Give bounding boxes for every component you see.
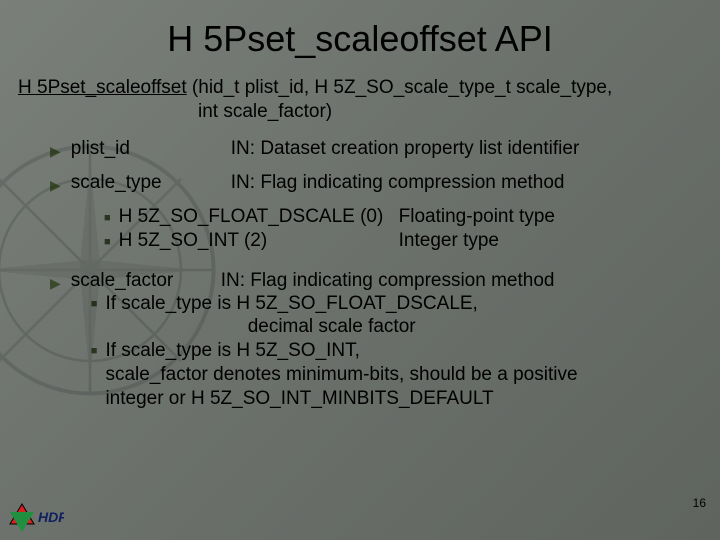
- param-row: ▶ scale_type IN: Flag indicating compres…: [50, 172, 680, 194]
- param-name: plist_id: [71, 138, 231, 160]
- param-name: scale_factor: [71, 270, 173, 291]
- sf-sub-line: If scale_type is H 5Z_SO_INT,: [105, 339, 577, 363]
- arrow-icon: ▶: [50, 177, 61, 194]
- arrow-icon: ▶: [50, 143, 61, 160]
- sf-sub-item: ■ If scale_type is H 5Z_SO_FLOAT_DSCALE,…: [91, 292, 680, 340]
- sf-sub-line: decimal scale factor: [105, 315, 477, 339]
- const-item: ■ H 5Z_SO_FLOAT_DSCALE (0) Floating-poin…: [104, 206, 680, 228]
- sf-sub-line: If scale_type is H 5Z_SO_FLOAT_DSCALE,: [105, 292, 477, 316]
- function-signature: H 5Pset_scaleoffset (hid_t plist_id, H 5…: [0, 76, 720, 124]
- const-desc: Integer type: [399, 230, 680, 252]
- arrow-icon: ▶: [50, 275, 61, 292]
- page-number: 16: [693, 496, 706, 510]
- signature-params-1: (hid_t plist_id, H 5Z_SO_scale_type_t sc…: [187, 77, 613, 98]
- param-desc: IN: Dataset creation property list ident…: [231, 138, 680, 160]
- square-icon: ■: [104, 236, 111, 248]
- svg-text:HDF: HDF: [38, 509, 64, 525]
- param-desc: IN: Flag indicating compression method: [231, 172, 680, 194]
- const-name: H 5Z_SO_FLOAT_DSCALE (0): [119, 206, 399, 228]
- square-icon: ■: [104, 212, 111, 224]
- param-desc: IN: Flag indicating compression method: [221, 270, 555, 291]
- signature-func-name: H 5Pset_scaleoffset: [18, 77, 187, 98]
- scale-type-constants: ■ H 5Z_SO_FLOAT_DSCALE (0) Floating-poin…: [104, 206, 680, 252]
- param-name: scale_type: [71, 172, 231, 194]
- signature-params-2: int scale_factor): [18, 100, 720, 124]
- square-icon: ■: [91, 345, 98, 357]
- sf-sub-line: scale_factor denotes minimum-bits, shoul…: [105, 363, 577, 387]
- hdf-logo: HDF: [8, 502, 64, 534]
- param-row: ▶ plist_id IN: Dataset creation property…: [50, 138, 680, 160]
- param-row-scale-factor: ▶ scale_factor IN: Flag indicating compr…: [50, 270, 680, 411]
- sf-sub-line: integer or H 5Z_SO_INT_MINBITS_DEFAULT: [105, 387, 577, 411]
- const-name: H 5Z_SO_INT (2): [119, 230, 399, 252]
- slide-title: H 5Pset_scaleoffset API: [0, 0, 720, 76]
- const-item: ■ H 5Z_SO_INT (2) Integer type: [104, 230, 680, 252]
- square-icon: ■: [91, 298, 98, 310]
- sf-sub-item: ■ If scale_type is H 5Z_SO_INT, scale_fa…: [91, 339, 680, 410]
- const-desc: Floating-point type: [399, 206, 680, 228]
